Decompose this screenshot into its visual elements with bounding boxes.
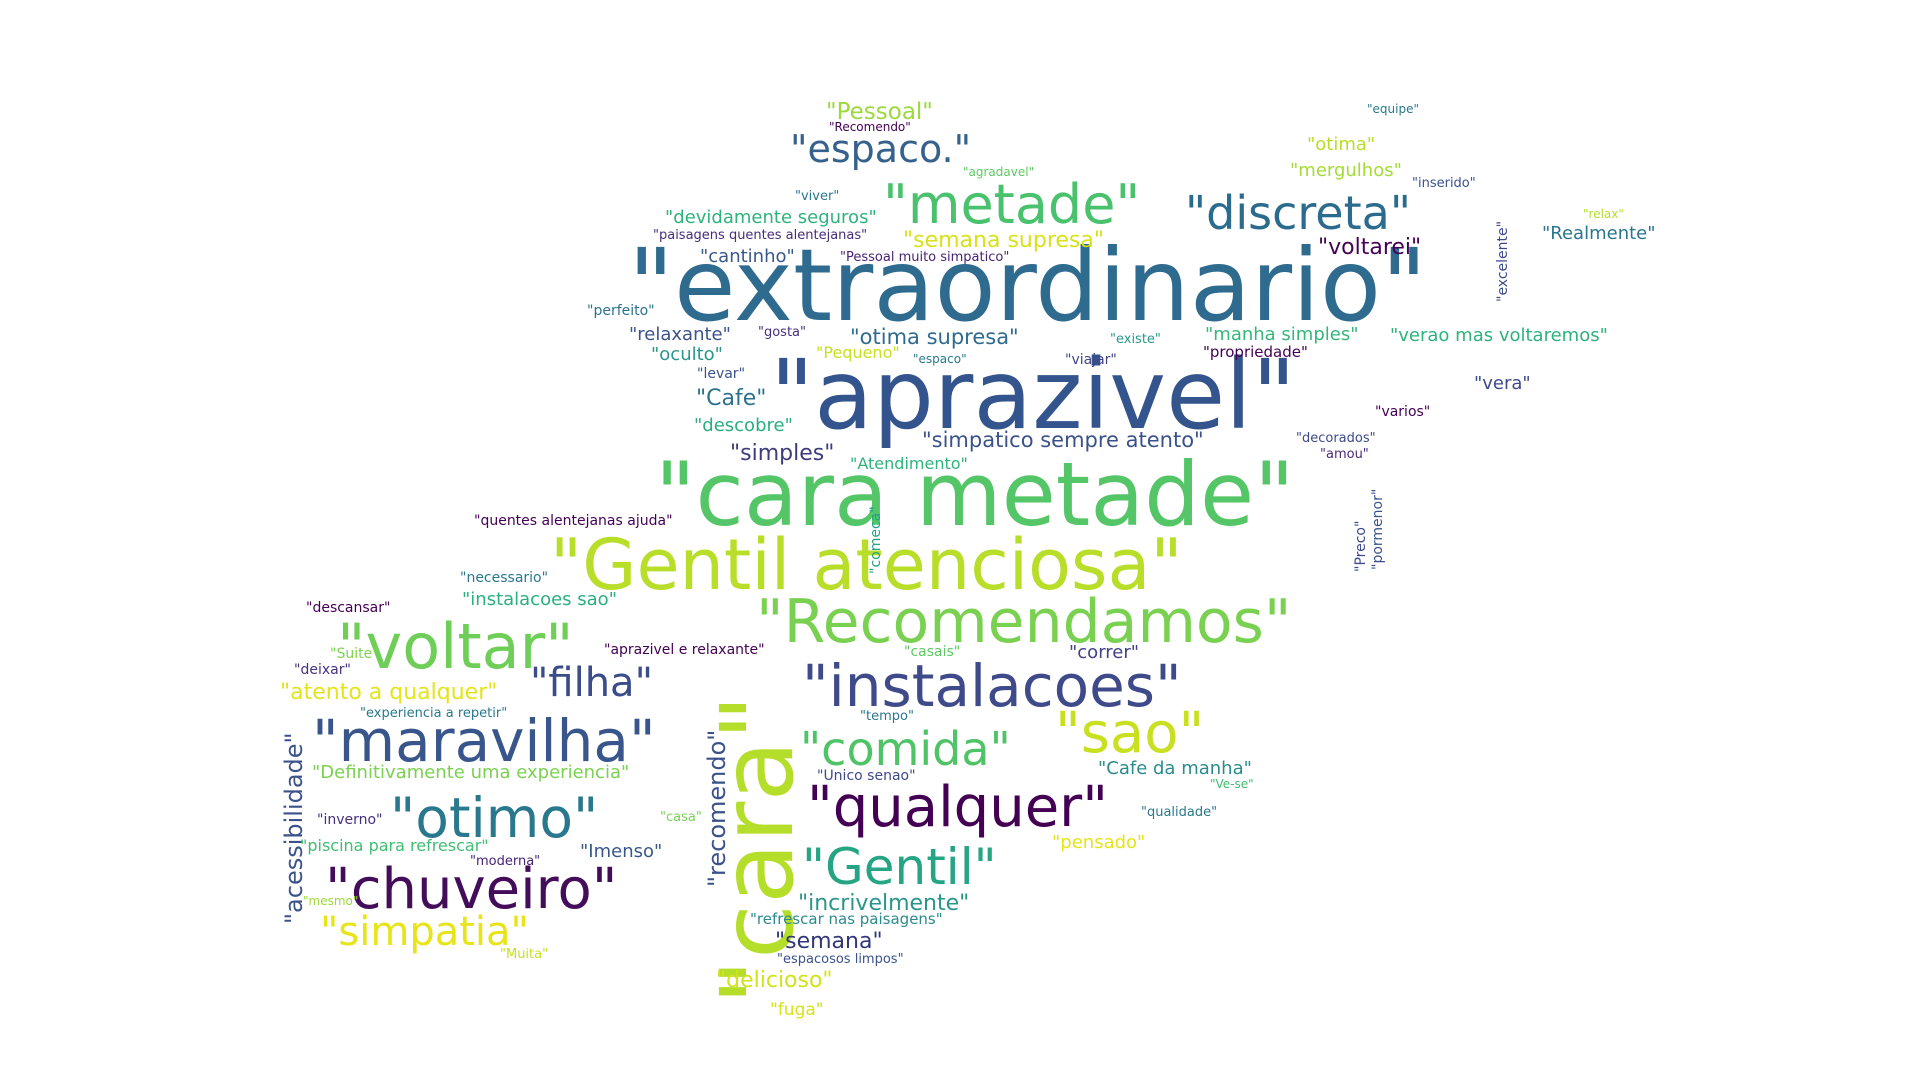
- word: "levar": [697, 366, 746, 382]
- word: "delicioso": [716, 968, 833, 993]
- word: "perfeito": [587, 303, 655, 319]
- word: "extraordinario": [628, 227, 1428, 344]
- word: "quentes alentejanas ajuda": [474, 513, 673, 529]
- word: "espaco.": [790, 127, 972, 171]
- word: "descobre": [694, 415, 793, 436]
- word: "deixar": [294, 662, 351, 678]
- word: "descansar": [306, 600, 391, 616]
- word: "correr": [1069, 642, 1140, 663]
- word: "experiencia a repetir": [360, 706, 508, 721]
- word: "cantinho": [700, 246, 795, 267]
- word: "relaxante": [629, 324, 731, 345]
- word: "vera": [1474, 373, 1531, 394]
- word: "otima": [1307, 134, 1376, 155]
- word: "mesmo": [303, 894, 359, 908]
- word: "verao mas voltaremos": [1390, 325, 1608, 346]
- word: "voltarei": [1318, 235, 1422, 260]
- word: "instalacoes": [802, 652, 1182, 720]
- word: "simples": [730, 441, 835, 466]
- word: "mergulhos": [1290, 160, 1402, 181]
- word: "inserido": [1412, 176, 1476, 191]
- word: "qualquer": [807, 775, 1108, 840]
- word: "maravilha": [312, 707, 656, 775]
- word: "discreta": [1185, 186, 1411, 240]
- word: "semana": [775, 929, 883, 954]
- word: "pensado": [1052, 832, 1146, 853]
- word: "Recomendamos": [756, 587, 1292, 657]
- word: "Muita": [500, 947, 549, 962]
- word: "excelente": [1495, 220, 1511, 302]
- word: "varios": [1375, 404, 1431, 420]
- word: "equipe": [1367, 102, 1419, 116]
- word: "qualidade": [1141, 805, 1218, 820]
- word: "instalacoes sao": [462, 589, 617, 610]
- word: "fuga": [770, 1000, 824, 1020]
- word: "filha": [530, 660, 653, 706]
- word: "semana supresa": [903, 228, 1104, 253]
- word: "Preco": [1353, 520, 1369, 572]
- word: "tempo": [860, 709, 914, 724]
- word: "casais": [904, 644, 961, 660]
- word: "incrivelmente": [798, 891, 970, 916]
- word: "gosta": [758, 325, 807, 340]
- word: "inverno": [317, 812, 383, 828]
- word: "viver": [795, 189, 840, 204]
- word: "Cafe": [696, 386, 767, 411]
- word: "Pessoal": [826, 99, 933, 125]
- word: "Pessoal muito simpatico": [840, 250, 1010, 265]
- word: "relax": [1583, 207, 1624, 221]
- word: "agradavel": [963, 165, 1035, 179]
- word: "Ve-se": [1210, 777, 1254, 791]
- word: "Atendimento": [850, 454, 968, 473]
- word: "piscina para refrescar": [300, 836, 489, 855]
- word: "Gentil atenciosa": [550, 524, 1183, 606]
- word: "chuveiro": [325, 857, 618, 922]
- word: "decorados": [1296, 431, 1376, 446]
- word: "espacosos limpos": [777, 952, 904, 967]
- word: "otimo": [390, 786, 599, 850]
- word: "necessario": [460, 570, 549, 586]
- word: "Cafe da manha": [1098, 758, 1252, 779]
- word: "cara metade": [655, 443, 1295, 546]
- word: "Imenso": [580, 841, 663, 862]
- word: "recomendo": [703, 729, 731, 887]
- word: "Definitivamente uma experiencia": [312, 762, 630, 783]
- word: "voltar": [337, 610, 574, 683]
- word: "pormenor": [1370, 488, 1386, 570]
- word: "oculto": [651, 344, 723, 365]
- word: "simpatia": [320, 909, 529, 955]
- word: "viajar": [1065, 352, 1117, 368]
- word: "paisagens quentes alentejanas": [653, 228, 868, 243]
- word: "espaco": [913, 352, 967, 366]
- word: "metade": [883, 173, 1141, 236]
- word: "propriedade": [1203, 343, 1308, 361]
- word: "casa": [660, 810, 702, 825]
- word: "existe": [1110, 332, 1161, 347]
- word: "simpatico sempre atento": [922, 428, 1204, 452]
- word: "comeca": [868, 506, 884, 574]
- word: "aprazivel": [770, 339, 1296, 451]
- word: "Recomendo": [829, 120, 911, 134]
- word: "devidamente seguros": [665, 207, 877, 228]
- word: "amou": [1320, 447, 1369, 462]
- word: "aprazivel e relaxante": [604, 642, 765, 658]
- word: "moderna": [470, 854, 541, 869]
- word: "manha simples": [1205, 324, 1359, 345]
- word: "atento a qualquer": [280, 680, 498, 705]
- word: "otima supresa": [850, 325, 1019, 349]
- word: "Pequeno": [816, 343, 900, 362]
- word: "refrescar nas paisagens": [750, 910, 943, 928]
- word: "sao": [1055, 701, 1205, 766]
- word: "Suite": [330, 646, 379, 662]
- word: "comida": [800, 722, 1011, 776]
- word: "Realmente": [1542, 223, 1656, 244]
- word: "Unico senao": [817, 768, 916, 784]
- word: "Gentil": [802, 838, 997, 896]
